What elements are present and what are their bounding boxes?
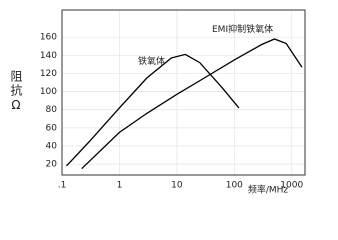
y-tick-label: 140 xyxy=(40,51,57,61)
plot-frame xyxy=(61,9,306,176)
annotation: EMI抑制铁氧体 xyxy=(212,25,274,35)
y-tick-label: 80 xyxy=(46,105,58,115)
y-tick-label: 20 xyxy=(46,160,58,170)
chart: 20 40 60 80 100 120 140 160 .1 1 10 100 1000 频率/MHz 阻… xyxy=(9,9,306,196)
line xyxy=(81,38,303,170)
y-axis-label: 阻抗Ω xyxy=(9,70,23,114)
line xyxy=(66,53,240,167)
x-tick-label: 1 xyxy=(117,181,123,191)
annotation: 铁氧体 xyxy=(138,57,166,67)
y-tick-label: 40 xyxy=(46,141,58,151)
y-tick-label: 120 xyxy=(40,69,57,79)
y-tick-label: 160 xyxy=(40,33,57,43)
y-tick-label: 60 xyxy=(46,123,58,133)
x-axis-label: 频率/MHz xyxy=(248,184,289,196)
x-tick-label: 10 xyxy=(171,181,183,191)
x-tick-label: 100 xyxy=(226,181,243,191)
x-tick-label: .1 xyxy=(58,181,67,191)
x-tick-label: 1000 xyxy=(280,181,303,191)
y-tick-label: 100 xyxy=(40,87,57,97)
